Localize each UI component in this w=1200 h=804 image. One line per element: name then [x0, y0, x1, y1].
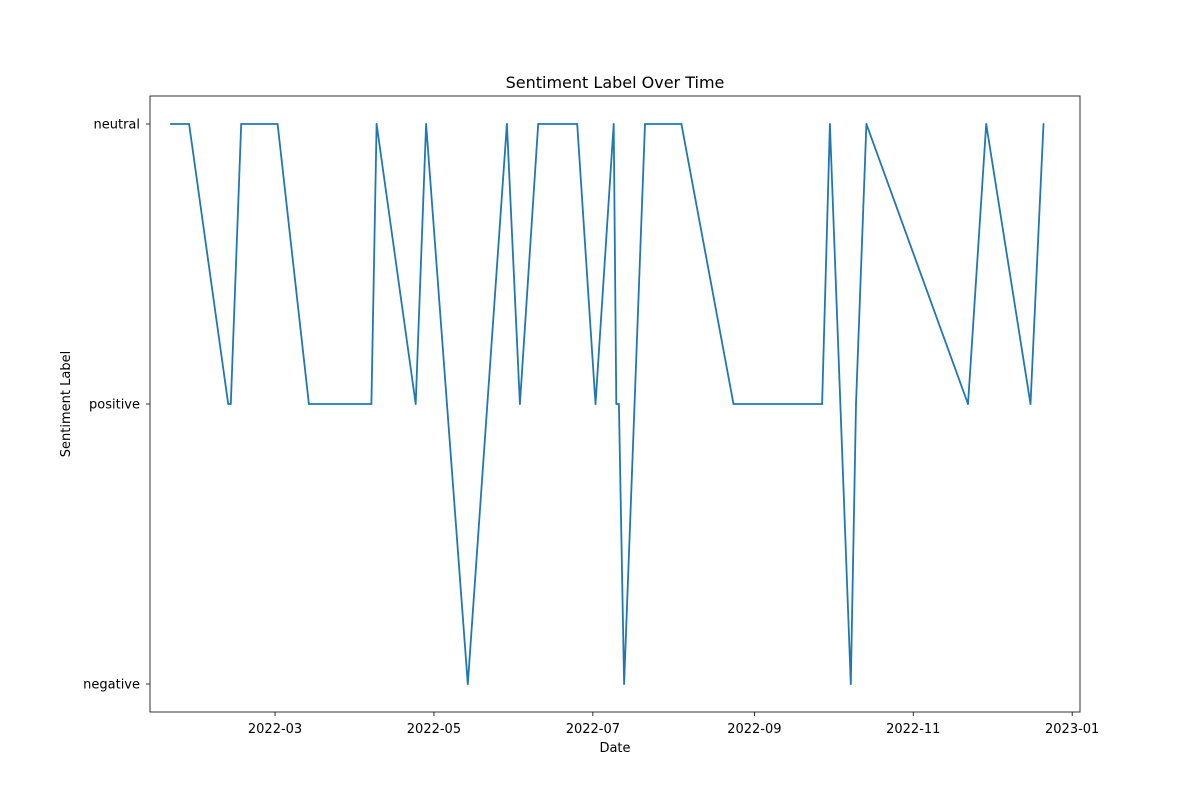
x-axis-label: Date: [599, 741, 630, 756]
data-point: [618, 403, 620, 405]
data-point: [466, 683, 469, 685]
data-point: [308, 403, 310, 405]
data-point: [967, 403, 969, 405]
y-axis-label: Sentiment Label: [59, 351, 74, 457]
data-point: [1029, 403, 1032, 405]
data-point: [505, 123, 508, 125]
x-tick-label: 2022-05: [407, 722, 461, 737]
plot-area: [169, 123, 1045, 685]
data-point: [615, 403, 618, 405]
data-point: [519, 403, 521, 405]
data-point: [276, 123, 279, 125]
data-point: [623, 683, 626, 685]
data-point: [855, 403, 857, 405]
data-point: [612, 123, 615, 125]
data-point: [227, 403, 230, 405]
data-point: [849, 683, 852, 685]
data-point: [680, 123, 683, 125]
data-point: [240, 123, 243, 125]
x-tick-label: 2023-01: [1045, 722, 1099, 737]
data-point: [425, 123, 428, 125]
y-tick-label: positive: [89, 398, 140, 413]
data-point: [537, 123, 540, 125]
data-point: [229, 403, 232, 405]
data-point: [821, 403, 824, 405]
data-point: [370, 403, 373, 405]
y-tick-label: neutral: [94, 118, 141, 133]
chart-title: Sentiment Label Over Time: [506, 73, 725, 92]
data-point: [188, 123, 190, 125]
data-point: [576, 123, 579, 125]
plot-frame: [149, 95, 1081, 713]
y-tick-label: negative: [83, 678, 140, 693]
data-point: [732, 403, 735, 405]
x-axis: 2022-03 2022-05 2022-07 2022-09 2022-11 2023-…: [248, 712, 1099, 737]
x-tick-label: 2022-09: [727, 722, 781, 737]
data-point: [594, 403, 597, 405]
x-tick-label: 2022-03: [248, 722, 302, 737]
x-tick-label: 2022-07: [566, 722, 620, 737]
data-point: [865, 123, 868, 125]
data-point: [414, 403, 417, 405]
sentiment-series-line: [170, 123, 1045, 685]
y-axis: negative positive neutral: [83, 118, 150, 693]
data-point: [1042, 123, 1045, 125]
data-point: [829, 123, 831, 125]
data-point: [169, 123, 172, 125]
data-point: [644, 123, 646, 125]
x-tick-label: 2022-11: [886, 722, 940, 737]
data-point: [985, 123, 988, 125]
data-point: [375, 123, 378, 125]
